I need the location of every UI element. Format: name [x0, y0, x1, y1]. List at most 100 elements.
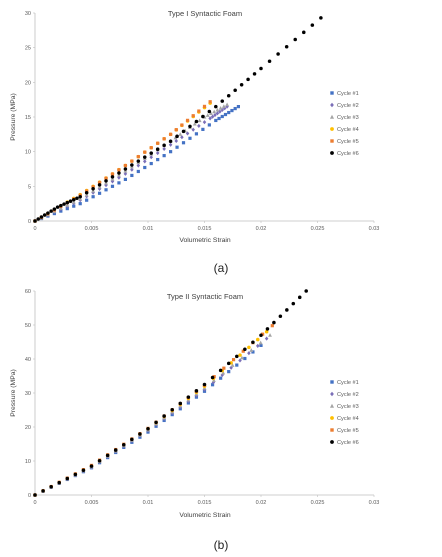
- chart-a-point: [117, 172, 121, 177]
- chart-b-legend: Cycle #1 Cycle #2 Cycle #3 Cycle #4 Cycle #5…: [329, 380, 359, 446]
- chart-b-legend-item-3: Cycle #3: [329, 403, 359, 410]
- chart-a-point: [162, 143, 166, 147]
- chart-b-point: [170, 407, 174, 412]
- chart-b-point: [231, 358, 236, 362]
- chart-b-point: [272, 320, 276, 325]
- chart-b-legend-item-5: Cycle #5: [330, 428, 359, 434]
- chart-a-point: [117, 168, 121, 172]
- chart-a-x-tick-label: 0: [33, 226, 36, 232]
- chart-b-y-tick-label: 0: [28, 493, 31, 499]
- chart-b-point: [235, 363, 239, 367]
- chart-a-point: [78, 194, 82, 199]
- chart-a-x-tick-label: 0.015: [198, 226, 212, 232]
- chart-a-point: [210, 114, 215, 119]
- chart-a-point: [123, 171, 128, 176]
- chart-b-point: [259, 333, 263, 337]
- chart-a-point: [71, 199, 76, 204]
- chart-a-x-axis-label: Volumetric Strain: [179, 237, 231, 244]
- chart-b-y-tick-label: 50: [25, 323, 31, 329]
- chart-b-x-tick-label: 0.015: [198, 500, 212, 506]
- chart-a-point: [162, 137, 166, 141]
- chart-a-legend-marker: [330, 139, 334, 143]
- chart-b-point: [240, 355, 244, 360]
- chart-a-point: [97, 180, 102, 185]
- chart-a-point: [230, 108, 234, 113]
- chart-a-point: [284, 45, 289, 49]
- chart-a-point: [205, 113, 210, 117]
- chart-a-point: [130, 163, 134, 167]
- chart-a-point: [223, 112, 228, 117]
- chart-a-point: [104, 179, 108, 183]
- chart-a-point: [217, 116, 221, 121]
- chart-b-point: [41, 489, 45, 493]
- chart-b-title: Type II Syntactic Foam: [167, 292, 243, 301]
- chart-a-point: [104, 180, 108, 185]
- chart-a-point: [149, 151, 153, 155]
- chart-a-point: [84, 192, 89, 197]
- chart-a-point: [197, 123, 201, 128]
- chart-b-point: [304, 289, 308, 293]
- chart-a-point: [202, 120, 207, 125]
- chart-a-point: [104, 176, 108, 180]
- chart-a-point: [97, 183, 102, 187]
- chart-a-legend-marker: [329, 114, 335, 119]
- chart-a-point: [214, 118, 218, 123]
- chart-b-point: [226, 361, 231, 366]
- chart-b-point: [57, 480, 61, 485]
- chart-b-y-tick-label: 20: [25, 425, 31, 431]
- chart-a-point: [185, 118, 190, 122]
- chart-b-x-tick-label: 0.02: [256, 500, 267, 506]
- chart-b-point: [202, 387, 207, 392]
- chart-a-point: [215, 107, 220, 112]
- chart-a-point: [36, 217, 40, 221]
- chart-a-point: [259, 66, 263, 71]
- chart-a-point: [91, 195, 95, 199]
- chart-a-x-tick-label: 0.03: [369, 226, 380, 232]
- chart-a-legend-label: Cycle #4: [337, 127, 359, 133]
- chart-a-point: [175, 145, 179, 149]
- chart-a-point: [155, 147, 160, 151]
- chart-a-point: [123, 169, 128, 173]
- chart-a-point: [236, 105, 240, 109]
- chart-a-point: [156, 157, 160, 162]
- chart-a-point: [143, 165, 147, 170]
- chart-a: Type I Syntactic Foam Volumetric Strain …: [10, 9, 379, 275]
- chart-a-y-tick-label: 25: [25, 46, 31, 52]
- chart-a-point: [233, 106, 237, 111]
- chart-b-point: [256, 343, 260, 348]
- chart-a-point: [180, 135, 184, 140]
- chart-a-legend-marker: [330, 102, 334, 108]
- chart-a-point: [49, 209, 53, 213]
- chart-b-legend-label: Cycle #5: [337, 428, 359, 434]
- chart-a-point: [201, 127, 205, 131]
- chart-b-point: [146, 426, 150, 431]
- chart-a-point: [221, 104, 226, 108]
- chart-a-point: [319, 16, 323, 20]
- chart-b-point: [130, 437, 134, 442]
- chart-b-point: [89, 464, 94, 468]
- chart-a-point: [168, 142, 173, 147]
- chart-a-point: [68, 199, 73, 203]
- chart-a-point: [202, 104, 207, 109]
- chart-b-legend-marker: [330, 428, 334, 432]
- chart-b-point: [113, 448, 118, 452]
- chart-b-y-tick-label: 30: [25, 391, 31, 397]
- chart-a-point: [97, 186, 102, 191]
- chart-a-legend-marker: [330, 91, 334, 95]
- chart-b-point: [154, 420, 158, 425]
- chart-a-point: [110, 176, 115, 181]
- chart-b-point: [218, 368, 223, 373]
- chart-a-point: [155, 150, 160, 156]
- chart-b-x-tick-label: 0: [33, 500, 36, 506]
- chart-a-legend: Cycle #1 Cycle #2 Cycle #3 Cycle #4 Cycle #5…: [329, 91, 359, 157]
- chart-b-legend-label: Cycle #1: [337, 380, 359, 386]
- chart-b-point: [264, 336, 269, 341]
- chart-a-legend-item-6: Cycle #6: [330, 151, 359, 157]
- chart-a-point: [136, 163, 141, 168]
- chart-b-y-tick-label: 40: [25, 357, 31, 363]
- chart-a-point: [225, 102, 230, 107]
- chart-a-point: [215, 111, 220, 116]
- chart-b-point: [251, 350, 255, 354]
- chart-a-point: [220, 99, 225, 103]
